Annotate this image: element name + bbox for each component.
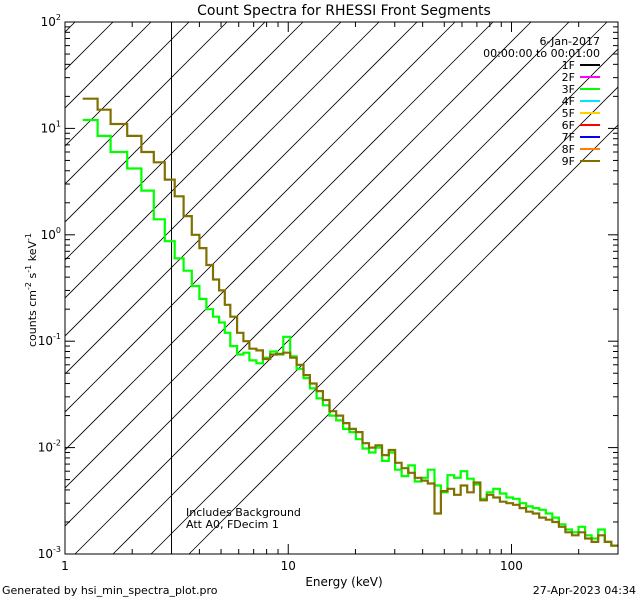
x-tick-label: 100	[500, 559, 523, 573]
hatch-line	[65, 22, 418, 375]
annotation-background: Includes Background	[186, 506, 301, 519]
legend-label: 7F	[562, 131, 575, 144]
annotation-attenuator: Att A0, FDecim 1	[186, 518, 279, 531]
y-tick-label: 10-2	[38, 439, 61, 455]
y-axis-ticks: 10-3 10-2 10-1 100 101 102	[38, 13, 618, 561]
hatch-line	[65, 22, 76, 33]
legend-label: 6F	[562, 119, 575, 132]
chart-title: Count Spectra for RHESSI Front Segments	[197, 3, 491, 19]
legend-label: 2F	[562, 71, 575, 84]
hatch-line	[65, 22, 532, 489]
hatch-line	[65, 22, 304, 261]
hatch-line	[112, 48, 618, 554]
hatch-line	[188, 124, 618, 554]
series-3F	[82, 118, 618, 547]
x-tick-label: 1	[61, 559, 69, 573]
hatch-line	[65, 22, 266, 223]
hatch-line	[65, 22, 228, 185]
series-9F	[82, 97, 618, 547]
series-layer	[82, 97, 618, 547]
x-axis-label: Energy (keV)	[305, 575, 382, 589]
y-tick-label: 10-1	[38, 332, 61, 348]
legend-label: 5F	[562, 107, 575, 120]
x-tick-label: 10	[281, 559, 296, 573]
hatched-region	[65, 22, 618, 554]
legend-time-range: 00:00:00 to 00:01:00	[483, 47, 600, 60]
y-tick-label: 101	[41, 119, 61, 135]
footer-timestamp: 27-Apr-2023 04:34	[533, 584, 636, 597]
legend-date: 6-Jan-2017	[540, 35, 601, 48]
legend-label: 8F	[562, 143, 575, 156]
hatch-line	[65, 22, 342, 299]
hatch-line	[65, 22, 494, 451]
x-axis-ticks: 1 10 100	[61, 22, 619, 573]
legend-label: 1F	[562, 59, 575, 72]
plot-frame	[64, 21, 619, 555]
plot-border	[64, 21, 619, 555]
y-axis-label: counts cm-2 s-1 keV-1	[24, 233, 39, 347]
legend-label: 4F	[562, 95, 575, 108]
hatch-line	[65, 22, 380, 337]
hatch-line	[65, 22, 114, 71]
y-tick-label: 10-3	[38, 545, 61, 561]
hatch-line	[65, 22, 570, 527]
footer-generated-by: Generated by hsi_min_spectra_plot.pro	[2, 584, 218, 597]
y-tick-label: 102	[41, 13, 61, 29]
hatch-line	[150, 86, 618, 554]
legend-label: 3F	[562, 83, 575, 96]
y-tick-label: 100	[41, 226, 61, 242]
hatch-line	[74, 22, 608, 554]
hatch-line	[65, 22, 456, 413]
legend-label: 9F	[562, 155, 575, 168]
